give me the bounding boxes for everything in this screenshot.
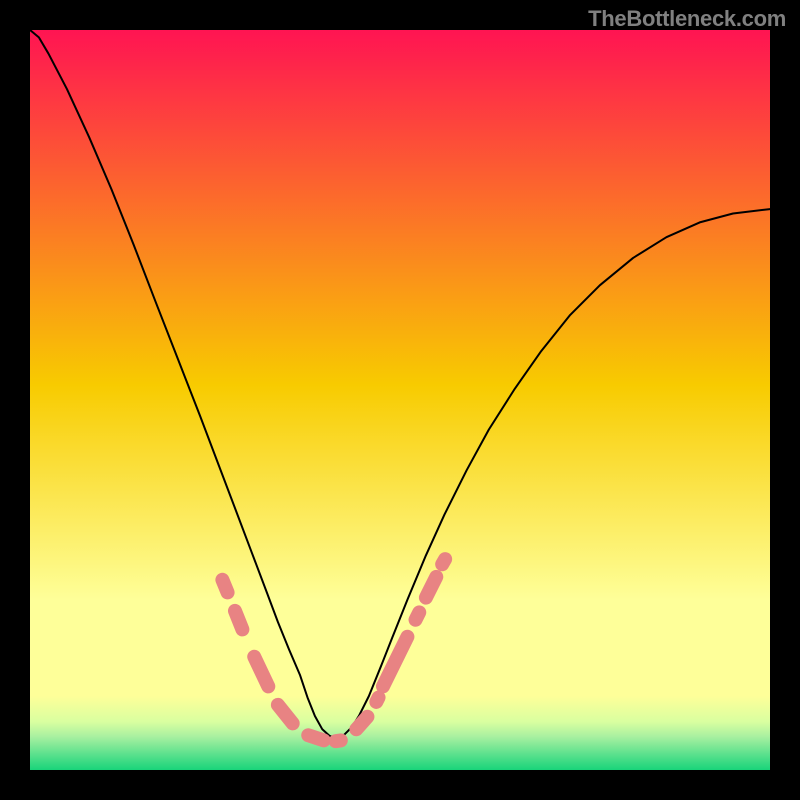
chart-plot: [30, 30, 770, 770]
data-segment: [426, 577, 436, 598]
data-segment: [376, 697, 378, 701]
data-segment: [308, 735, 324, 740]
data-segment: [336, 740, 341, 741]
data-segment: [235, 611, 242, 630]
chart-frame: TheBottleneck.com: [0, 0, 800, 800]
data-segment: [416, 612, 420, 619]
data-segment: [222, 580, 227, 593]
data-segment: [442, 559, 445, 564]
watermark-text: TheBottleneck.com: [588, 6, 786, 32]
data-segment: [356, 717, 367, 730]
